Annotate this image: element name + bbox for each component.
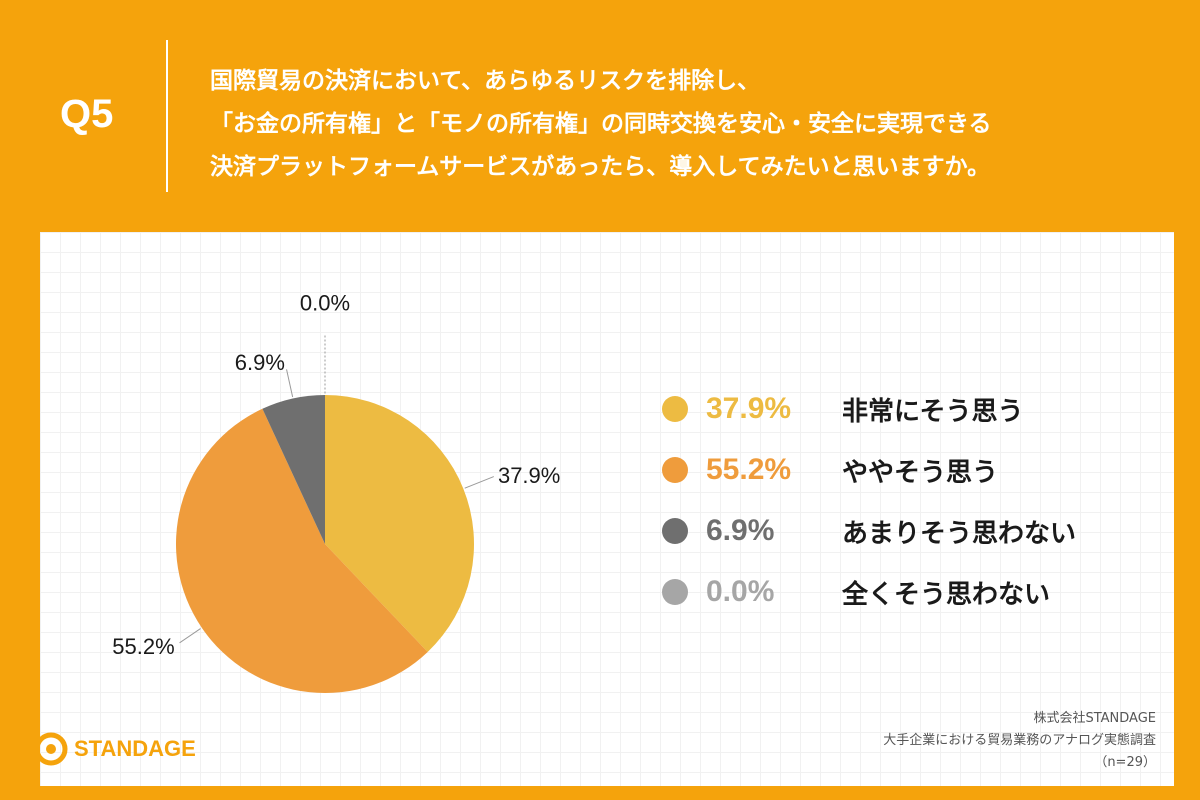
data-label-4: 0.0% <box>300 291 350 316</box>
pie-chart: 37.9% 55.2% 6.9% 0.0% <box>112 291 560 693</box>
header-divider <box>166 40 168 192</box>
legend-dot-icon <box>662 457 688 483</box>
footer-company: 株式会社STANDAGE <box>1033 711 1156 726</box>
leader-line-1 <box>464 476 494 489</box>
legend-item-not-much: 6.9% あまりそう思わない <box>662 512 1076 550</box>
leader-line-3 <box>286 369 294 398</box>
legend-item-somewhat: 55.2% ややそう思う <box>662 451 1076 489</box>
footer-survey: 大手企業における貿易業務のアナログ実態調査 <box>883 733 1156 748</box>
standage-logo-icon <box>34 732 68 766</box>
header: Q5 国際貿易の決済において、あらゆるリスクを排除し、 「お金の所有権」と「モノ… <box>0 0 1200 230</box>
pie-slice-1 <box>325 395 475 652</box>
legend-label: 全くそう思わない <box>842 579 1051 610</box>
standage-logo: STANDAGE <box>34 732 196 766</box>
question-line-3: 決済プラットフォームサービスがあったら、導入してみたいと思いますか。 <box>210 154 991 180</box>
question-line-2: 「お金の所有権」と「モノの所有権」の同時交換を安心・安全に実現できる <box>210 111 992 137</box>
footer-sample: （n=29） <box>1094 755 1156 770</box>
legend: 37.9% 非常にそう思う 55.2% ややそう思う 6.9% あまりそう思わな… <box>662 390 1076 634</box>
legend-dot-icon <box>662 396 688 422</box>
legend-label: あまりそう思わない <box>842 518 1077 549</box>
legend-percent: 37.9% <box>706 392 792 425</box>
legend-item-not-at-all: 0.0% 全くそう思わない <box>662 573 1076 611</box>
pie-slice-3 <box>262 395 325 544</box>
question-line-1: 国際貿易の決済において、あらゆるリスクを排除し、 <box>210 68 761 94</box>
legend-percent: 55.2% <box>706 453 792 486</box>
legend-dot-icon <box>662 579 688 605</box>
pie-slice-2 <box>176 408 428 693</box>
leader-line-2 <box>179 628 201 644</box>
legend-percent: 0.0% <box>706 575 775 608</box>
question-number: Q5 <box>60 92 114 136</box>
data-label-3: 6.9% <box>235 350 285 375</box>
footer-source: 株式会社STANDAGE 大手企業における貿易業務のアナログ実態調査 （n=29… <box>883 708 1156 774</box>
data-label-1: 37.9% <box>498 463 560 488</box>
question-text: 国際貿易の決済において、あらゆるリスクを排除し、 「お金の所有権」と「モノの所有… <box>210 60 1170 189</box>
legend-dot-icon <box>662 518 688 544</box>
legend-label: ややそう思う <box>842 457 999 488</box>
legend-item-very-much: 37.9% 非常にそう思う <box>662 390 1076 428</box>
chart-panel: 37.9% 55.2% 6.9% 0.0% 37.9% 非常にそう思う 55.2% や… <box>34 232 1174 786</box>
legend-percent: 6.9% <box>706 514 775 547</box>
legend-label: 非常にそう思う <box>842 396 1024 427</box>
logo-text: STANDAGE <box>74 736 196 761</box>
data-label-2: 55.2% <box>112 634 174 659</box>
